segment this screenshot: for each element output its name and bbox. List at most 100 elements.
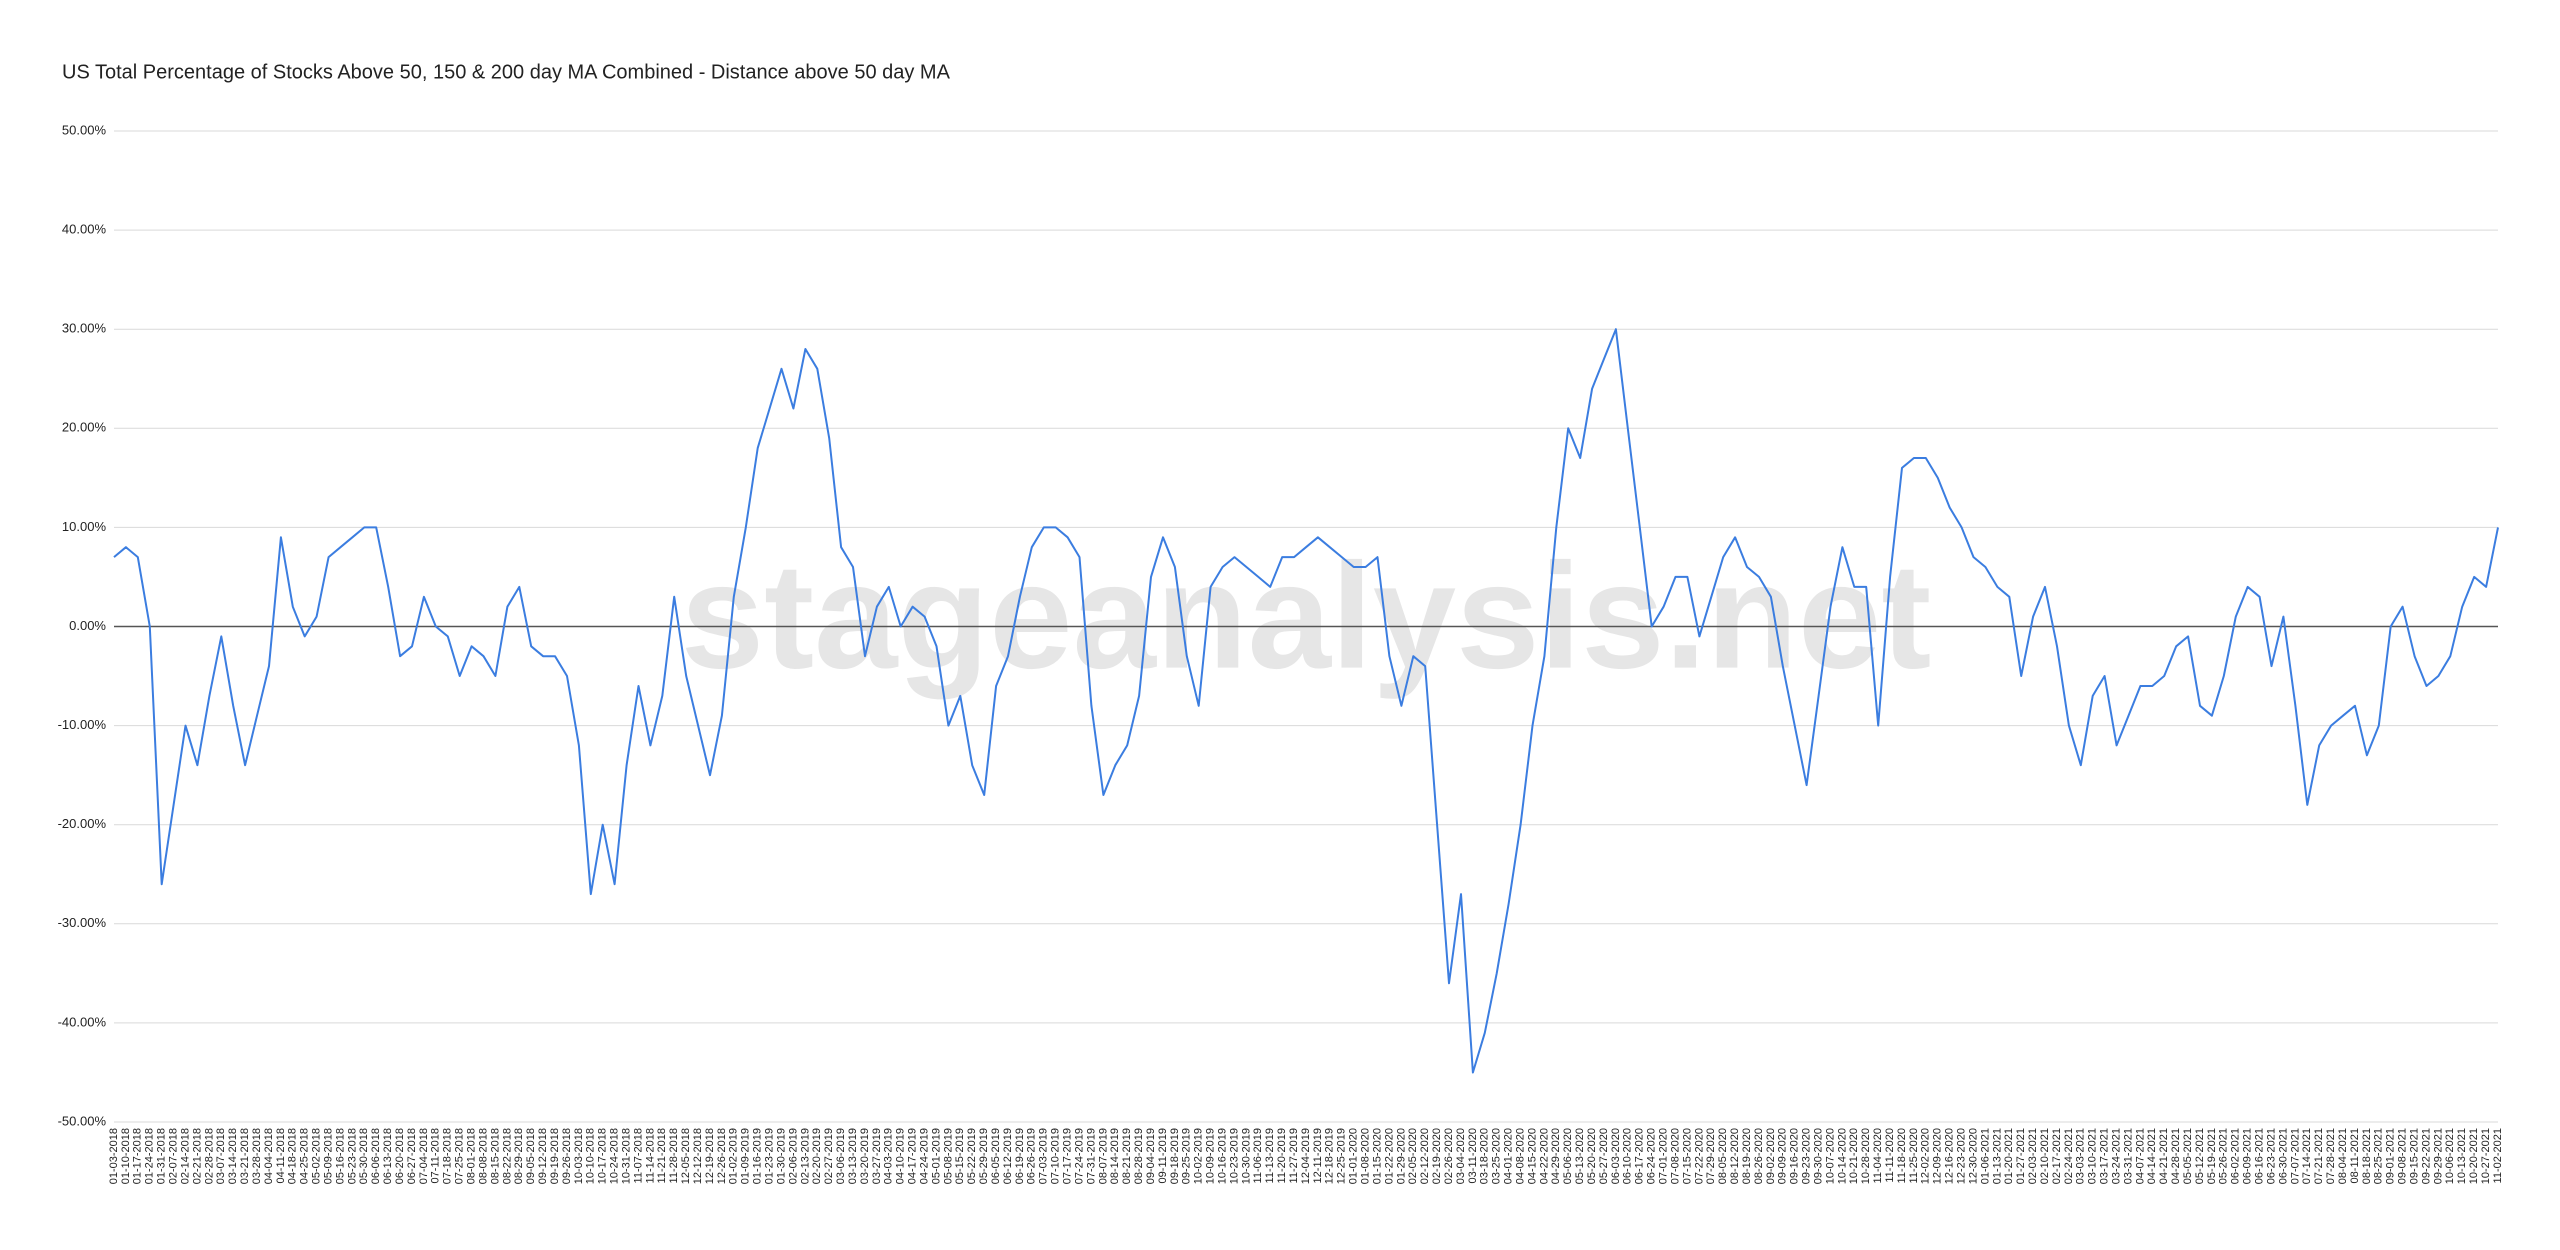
x-tick-label: 08-11-2021 bbox=[2349, 1128, 2361, 1183]
x-tick-label: 03-18-2020 bbox=[1479, 1128, 1491, 1184]
x-tick-label: 02-12-2020 bbox=[1419, 1128, 1431, 1184]
x-tick-label: 03-28-2018 bbox=[251, 1128, 263, 1184]
x-tick-label: 08-19-2020 bbox=[1741, 1128, 1753, 1184]
x-tick-label: 11-28-2018 bbox=[668, 1128, 680, 1183]
x-tick-label: 04-10-2019 bbox=[895, 1128, 907, 1184]
x-tick-label: 01-16-2019 bbox=[752, 1128, 764, 1184]
x-tick-label: 06-17-2020 bbox=[1634, 1128, 1646, 1184]
x-tick-label: 09-01-2021 bbox=[2385, 1128, 2397, 1184]
x-tick-label: 11-18-2020 bbox=[1896, 1128, 1908, 1183]
x-tick-label: 05-16-2018 bbox=[334, 1128, 346, 1184]
x-tick-label: 07-04-2018 bbox=[418, 1128, 430, 1184]
x-tick-label: 06-02-2021 bbox=[2230, 1128, 2242, 1184]
x-tick-label: 02-19-2020 bbox=[1431, 1128, 1443, 1184]
x-tick-label: 04-08-2020 bbox=[1514, 1128, 1526, 1184]
x-tick-label: 10-17-2018 bbox=[597, 1128, 609, 1184]
x-tick-label: 07-28-2021 bbox=[2325, 1128, 2337, 1184]
x-tick-label: 01-23-2019 bbox=[764, 1128, 776, 1184]
y-tick-label: 10.00% bbox=[62, 519, 107, 534]
x-tick-label: 02-05-2020 bbox=[1407, 1128, 1419, 1184]
x-tick-label: 04-28-2021 bbox=[2170, 1128, 2182, 1184]
x-tick-label: 09-26-2018 bbox=[561, 1128, 573, 1184]
x-tick-label: 09-25-2019 bbox=[1181, 1128, 1193, 1184]
y-tick-label: -20.00% bbox=[58, 816, 107, 831]
x-tick-label: 05-13-2020 bbox=[1574, 1128, 1586, 1184]
x-tick-label: 03-25-2020 bbox=[1491, 1128, 1503, 1184]
x-tick-label: 07-21-2021 bbox=[2313, 1128, 2325, 1184]
x-tick-label: 01-17-2018 bbox=[132, 1128, 144, 1184]
x-tick-label: 05-01-2019 bbox=[930, 1128, 942, 1184]
x-tick-label: 10-31-2018 bbox=[620, 1128, 632, 1184]
x-tick-label: 10-10-2018 bbox=[585, 1128, 597, 1184]
x-tick-label: 06-19-2019 bbox=[1014, 1128, 1026, 1184]
x-tick-label: 01-09-2019 bbox=[740, 1128, 752, 1184]
x-tick-label: 02-17-2021 bbox=[2051, 1128, 2063, 1184]
x-tick-label: 08-21-2019 bbox=[1121, 1128, 1133, 1184]
x-tick-label: 10-02-2019 bbox=[1193, 1128, 1205, 1184]
x-tick-label: 07-25-2018 bbox=[454, 1128, 466, 1184]
x-tick-label: 07-08-2020 bbox=[1669, 1128, 1681, 1184]
x-tick-label: 04-24-2019 bbox=[918, 1128, 930, 1184]
data-line bbox=[113, 328, 2499, 1074]
x-tick-label: 04-15-2020 bbox=[1526, 1128, 1538, 1184]
x-tick-label: 10-30-2019 bbox=[1240, 1128, 1252, 1184]
y-tick-label: -30.00% bbox=[58, 915, 107, 930]
x-tick-label: 06-13-2018 bbox=[382, 1128, 394, 1184]
x-tick-label: 02-24-2021 bbox=[2063, 1128, 2075, 1184]
x-tick-label: 07-29-2020 bbox=[1705, 1128, 1717, 1184]
x-tick-label: 07-15-2020 bbox=[1681, 1128, 1693, 1184]
x-tick-label: 08-04-2021 bbox=[2337, 1128, 2349, 1184]
x-tick-label: 10-28-2020 bbox=[1860, 1128, 1872, 1184]
x-tick-label: 09-29-2021 bbox=[2432, 1128, 2444, 1184]
x-tick-label: 05-06-2020 bbox=[1562, 1128, 1574, 1184]
x-tick-label: 05-26-2021 bbox=[2218, 1128, 2230, 1184]
x-tick-label: 01-01-2020 bbox=[1348, 1128, 1360, 1184]
y-tick-label: 50.00% bbox=[62, 122, 107, 137]
x-tick-label: 01-24-2018 bbox=[144, 1128, 156, 1184]
x-tick-label: 02-07-2018 bbox=[168, 1128, 180, 1184]
x-tick-label: 06-16-2021 bbox=[2254, 1128, 2266, 1184]
x-tick-label: 06-03-2020 bbox=[1610, 1128, 1622, 1184]
x-tick-label: 11-21-2018 bbox=[656, 1128, 668, 1183]
x-tick-label: 08-07-2019 bbox=[1097, 1128, 1109, 1184]
x-tick-label: 02-27-2019 bbox=[823, 1128, 835, 1184]
x-tick-label: 05-02-2018 bbox=[311, 1128, 323, 1184]
x-tick-label: 10-14-2020 bbox=[1836, 1128, 1848, 1184]
x-tick-label: 10-07-2020 bbox=[1824, 1128, 1836, 1184]
x-tick-label: 05-20-2020 bbox=[1586, 1128, 1598, 1184]
x-tick-label: 03-24-2021 bbox=[2110, 1128, 2122, 1184]
x-tick-label: 07-01-2020 bbox=[1658, 1128, 1670, 1184]
x-tick-label: 12-09-2020 bbox=[1932, 1128, 1944, 1184]
x-tick-label: 07-31-2019 bbox=[1085, 1128, 1097, 1184]
x-tick-label: 05-12-2021 bbox=[2194, 1128, 2206, 1184]
x-tick-label: 12-11-2019 bbox=[1312, 1128, 1324, 1183]
x-tick-label: 07-17-2019 bbox=[1062, 1128, 1074, 1184]
x-tick-label: 06-26-2019 bbox=[1026, 1128, 1038, 1184]
x-tick-label: 02-06-2019 bbox=[787, 1128, 799, 1184]
x-tick-label: 09-02-2020 bbox=[1765, 1128, 1777, 1184]
x-tick-label: 01-27-2021 bbox=[2015, 1128, 2027, 1184]
x-tick-label: 08-08-2018 bbox=[477, 1128, 489, 1184]
x-tick-label: 03-11-2020 bbox=[1467, 1128, 1479, 1183]
x-tick-label: 09-08-2021 bbox=[2397, 1128, 2409, 1184]
x-tick-label: 01-06-2021 bbox=[1979, 1128, 1991, 1184]
y-tick-label: -10.00% bbox=[58, 717, 107, 732]
x-tick-label: 12-23-2020 bbox=[1956, 1128, 1968, 1184]
x-tick-label: 04-21-2021 bbox=[2158, 1128, 2170, 1184]
x-tick-label: 07-03-2019 bbox=[1038, 1128, 1050, 1184]
x-tick-label: 06-24-2020 bbox=[1646, 1128, 1658, 1184]
x-tick-label: 02-21-2018 bbox=[191, 1128, 203, 1184]
x-tick-label: 07-18-2018 bbox=[442, 1128, 454, 1184]
y-tick-label: 20.00% bbox=[62, 420, 107, 435]
x-tick-label: 01-13-2021 bbox=[1991, 1128, 2003, 1184]
x-tick-label: 11-06-2019 bbox=[1252, 1128, 1264, 1183]
x-tick-label: 11-11-2020 bbox=[1884, 1128, 1896, 1183]
x-tick-label: 06-12-2019 bbox=[1002, 1128, 1014, 1184]
x-tick-label: 12-12-2018 bbox=[692, 1128, 704, 1184]
y-tick-label: 0.00% bbox=[69, 618, 106, 633]
x-tick-label: 10-09-2019 bbox=[1205, 1128, 1217, 1184]
x-tick-label: 10-06-2021 bbox=[2444, 1128, 2456, 1184]
x-tick-label: 12-18-2019 bbox=[1324, 1128, 1336, 1184]
x-tick-label: 09-04-2019 bbox=[1145, 1128, 1157, 1184]
x-tick-label: 03-21-2018 bbox=[239, 1128, 251, 1184]
